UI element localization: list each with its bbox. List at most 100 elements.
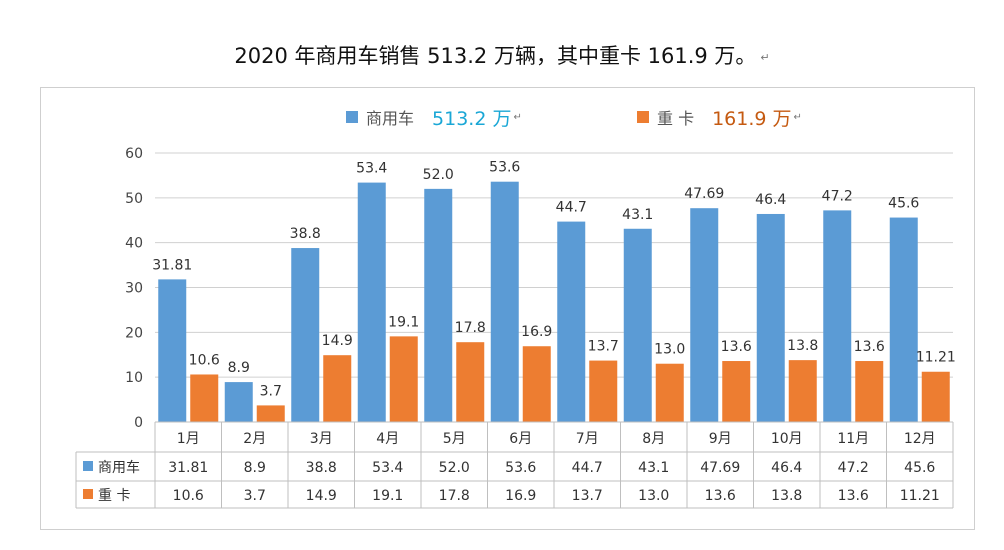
data-label-commercial: 53.6	[489, 160, 520, 176]
table-cell: 14.9	[306, 488, 337, 504]
data-label-heavy-truck: 13.7	[588, 339, 619, 355]
bar-commercial	[756, 213, 785, 422]
data-label-commercial: 53.4	[356, 161, 387, 177]
x-tick-label: 4月	[376, 431, 399, 447]
x-tick-label: 3月	[310, 431, 333, 447]
table-cell: 19.1	[372, 488, 403, 504]
data-label-heavy-truck: 10.6	[189, 352, 220, 368]
table-cell: 46.4	[771, 460, 802, 476]
table-cell: 13.0	[638, 488, 669, 504]
x-tick-label: 5月	[443, 431, 466, 447]
bar-heavy-truck	[323, 355, 352, 422]
bar-heavy-truck	[722, 361, 751, 422]
table-cell: 13.6	[705, 488, 736, 504]
x-tick-label: 9月	[709, 431, 732, 447]
x-tick-label: 10月	[771, 431, 803, 447]
table-cell: 45.6	[904, 460, 935, 476]
bar-commercial	[291, 248, 320, 422]
x-tick-label: 7月	[576, 431, 599, 447]
data-label-heavy-truck: 13.0	[654, 342, 685, 358]
data-label-commercial: 47.2	[822, 188, 853, 204]
title-text: 2020 年商用车销售 513.2 万辆，其中重卡 161.9 万。	[234, 44, 757, 68]
bar-commercial	[623, 228, 652, 422]
x-tick-label: 1月	[177, 431, 200, 447]
table-cell: 13.7	[572, 488, 603, 504]
table-cell: 52.0	[439, 460, 470, 476]
bar-heavy-truck	[589, 360, 618, 422]
legend-item-heavy-truck: 重 卡 161.9 万 ↵	[637, 105, 802, 130]
bars	[158, 181, 950, 422]
table-cell: 11.21	[900, 488, 940, 504]
bar-commercial	[823, 210, 852, 422]
y-tick-label: 40	[125, 236, 143, 252]
bar-commercial	[357, 182, 386, 422]
x-tick-label: 12月	[904, 431, 936, 447]
bar-commercial	[224, 382, 253, 422]
table-cell: 3.7	[244, 488, 266, 504]
bar-commercial	[690, 208, 719, 422]
y-tick-label: 10	[125, 370, 143, 386]
x-tick-label: 11月	[837, 431, 869, 447]
table-cell: 38.8	[306, 460, 337, 476]
table-cell: 47.2	[838, 460, 869, 476]
legend-name-heavy-truck: 重 卡	[657, 109, 695, 128]
y-tick-label: 30	[125, 281, 143, 297]
y-tick-label: 20	[125, 325, 143, 341]
y-axis: 0 10 20 30 40 50 60	[125, 146, 143, 431]
data-label-heavy-truck: 13.6	[854, 339, 885, 355]
bar-heavy-truck	[788, 360, 817, 422]
data-label-heavy-truck: 17.8	[455, 320, 486, 336]
table-cell: 17.8	[439, 488, 470, 504]
bar-commercial	[889, 217, 918, 422]
table-cell: 53.6	[505, 460, 536, 476]
data-label-commercial: 44.7	[556, 200, 587, 216]
data-label-commercial: 8.9	[228, 360, 250, 376]
page-title: 2020 年商用车销售 513.2 万辆，其中重卡 161.9 万。 ↵	[0, 40, 1004, 70]
table-cell: 44.7	[572, 460, 603, 476]
data-label-heavy-truck: 19.1	[388, 314, 419, 330]
bar-heavy-truck	[522, 346, 551, 422]
legend-total-commercial: 513.2 万	[432, 107, 512, 130]
paragraph-mark-icon: ↵	[793, 111, 802, 123]
table-cell: 53.4	[372, 460, 403, 476]
data-labels: 31.81 8.9 38.8 53.4 52.0 53.6 44.7 43.1 47.69 46.…	[152, 160, 956, 400]
table-cell: 10.6	[173, 488, 204, 504]
table-cell: 31.81	[168, 460, 208, 476]
bar-heavy-truck	[190, 374, 219, 422]
x-tick-label: 8月	[642, 431, 665, 447]
bar-heavy-truck	[389, 336, 418, 422]
x-tick-label: 2月	[243, 431, 266, 447]
data-label-heavy-truck: 13.6	[721, 339, 752, 355]
data-label-commercial: 47.69	[684, 186, 724, 202]
data-label-commercial: 43.1	[622, 207, 653, 223]
bar-heavy-truck	[256, 405, 285, 422]
data-label-heavy-truck: 11.21	[916, 350, 956, 366]
data-label-heavy-truck: 3.7	[260, 383, 282, 399]
x-tick-label: 6月	[509, 431, 532, 447]
legend-name-commercial: 商用车	[366, 109, 415, 128]
y-tick-label: 0	[134, 415, 143, 431]
data-label-commercial: 52.0	[423, 167, 454, 183]
legend-swatch-commercial	[346, 111, 358, 123]
paragraph-mark-icon: ↵	[760, 50, 770, 64]
table-cell: 8.9	[244, 460, 266, 476]
table-cell: 16.9	[505, 488, 536, 504]
gridlines	[155, 152, 953, 423]
bar-commercial	[424, 188, 453, 422]
data-label-commercial: 38.8	[290, 226, 321, 242]
data-label-heavy-truck: 16.9	[521, 324, 552, 340]
bar-commercial	[490, 181, 519, 422]
table-legend-swatch	[83, 461, 93, 471]
bar-heavy-truck	[456, 342, 485, 422]
data-label-commercial: 46.4	[755, 192, 786, 208]
bar-heavy-truck	[655, 363, 684, 422]
legend-total-heavy-truck: 161.9 万	[712, 107, 792, 130]
bar-commercial	[158, 279, 187, 422]
data-label-commercial: 31.81	[152, 257, 192, 273]
table-cell: 43.1	[638, 460, 669, 476]
y-tick-label: 50	[125, 191, 143, 207]
table-cell: 13.6	[838, 488, 869, 504]
data-label-heavy-truck: 14.9	[322, 333, 353, 349]
